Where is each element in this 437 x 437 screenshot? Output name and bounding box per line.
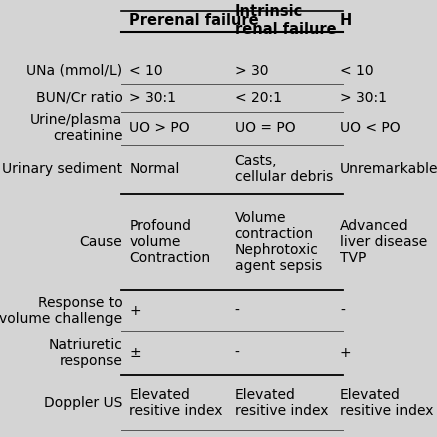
Text: H: H (340, 13, 352, 28)
Text: Elevated
resitive index: Elevated resitive index (235, 388, 328, 418)
Text: -: - (235, 346, 239, 360)
Text: > 30: > 30 (235, 63, 268, 77)
Text: Normal: Normal (129, 162, 180, 177)
Text: Urine/plasma
creatinine: Urine/plasma creatinine (30, 113, 122, 143)
Text: -: - (235, 304, 239, 318)
Text: Profound
volume
Contraction: Profound volume Contraction (129, 219, 210, 265)
Text: Natriuretic
response: Natriuretic response (49, 338, 122, 368)
Text: Volume
contraction
Nephrotoxic
agent sepsis: Volume contraction Nephrotoxic agent sep… (235, 211, 322, 274)
Text: > 30:1: > 30:1 (129, 91, 176, 105)
Text: Urinary sediment: Urinary sediment (2, 162, 122, 177)
Text: Advanced
liver disease
TVP: Advanced liver disease TVP (340, 219, 427, 265)
Text: Cause: Cause (80, 235, 122, 249)
Text: +: + (340, 346, 351, 360)
Text: +: + (129, 304, 141, 318)
Text: Intrinsic
renal failure: Intrinsic renal failure (235, 4, 336, 37)
Text: Response to
volume challenge: Response to volume challenge (0, 295, 122, 326)
Text: UNa (mmol/L): UNa (mmol/L) (26, 63, 122, 77)
Text: UO < PO: UO < PO (340, 121, 401, 135)
Text: Unremarkable: Unremarkable (340, 162, 437, 177)
Text: Elevated
resitive index: Elevated resitive index (340, 388, 434, 418)
Text: < 10: < 10 (340, 63, 374, 77)
Text: ±: ± (129, 346, 141, 360)
Text: < 20:1: < 20:1 (235, 91, 281, 105)
Text: Casts,
cellular debris: Casts, cellular debris (235, 154, 333, 184)
Text: -: - (340, 304, 345, 318)
Text: Prerenal failure: Prerenal failure (129, 13, 259, 28)
Text: > 30:1: > 30:1 (340, 91, 387, 105)
Text: BUN/Cr ratio: BUN/Cr ratio (35, 91, 122, 105)
Text: UO = PO: UO = PO (235, 121, 295, 135)
Text: Elevated
resitive index: Elevated resitive index (129, 388, 222, 418)
Text: Doppler US: Doppler US (44, 395, 122, 409)
Text: UO > PO: UO > PO (129, 121, 190, 135)
Text: < 10: < 10 (129, 63, 163, 77)
